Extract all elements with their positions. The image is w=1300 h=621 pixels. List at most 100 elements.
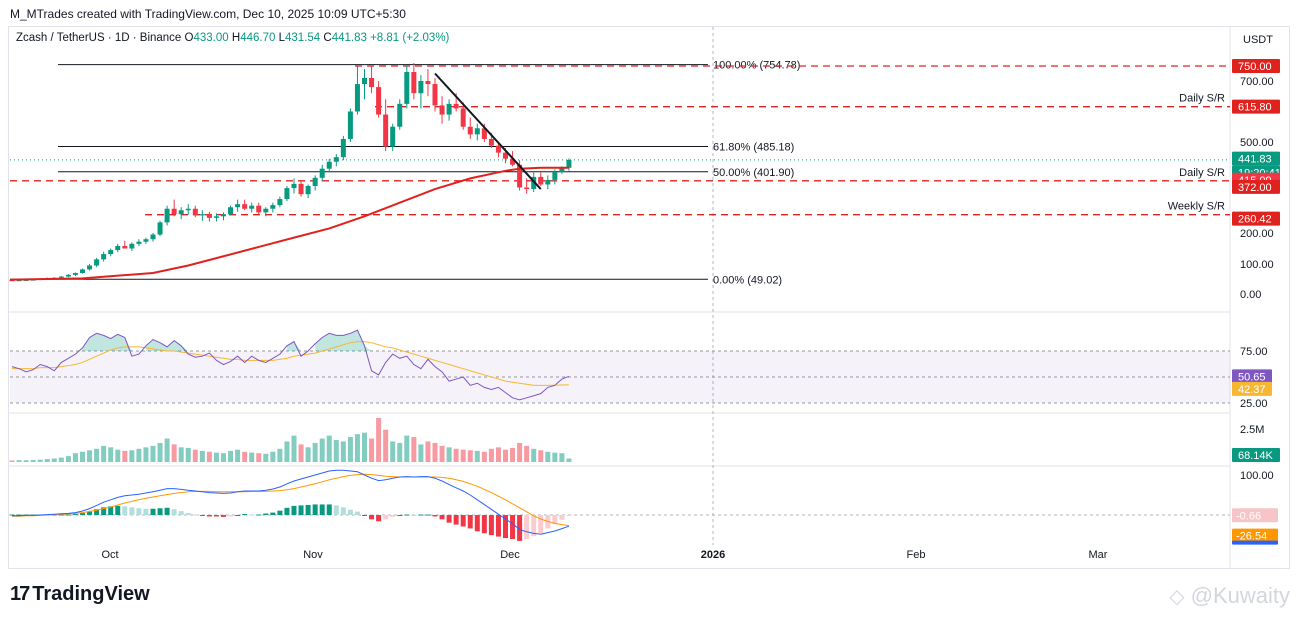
candle-body	[326, 161, 332, 169]
rsi-overbought-fill	[286, 341, 294, 351]
candle-body	[481, 128, 487, 139]
volume-bar	[37, 459, 43, 462]
macd-histogram-bar	[164, 507, 170, 515]
candle-body	[390, 126, 396, 147]
macd-histogram-bar	[136, 508, 142, 515]
candle-body	[235, 204, 241, 208]
macd-histogram-bar	[115, 505, 121, 515]
symbol-name[interactable]: Zcash / TetherUS · 1D · Binance	[16, 32, 182, 44]
candle-body	[270, 205, 276, 209]
macd-histogram-bar	[552, 515, 558, 525]
candle-body	[566, 159, 572, 168]
volume-bar	[122, 450, 128, 462]
volume-bar	[136, 448, 142, 462]
volume-bar	[326, 435, 332, 462]
macd-histogram-bar	[333, 505, 339, 515]
rsi-overbought-fill	[181, 345, 189, 351]
x-tick-label: 2026	[701, 549, 725, 561]
volume-bar	[425, 441, 431, 462]
volume-bar	[305, 447, 311, 462]
macd-histogram-bar	[150, 508, 156, 515]
volume-bar	[545, 451, 551, 462]
volume-bar	[30, 459, 36, 462]
macd-histogram-bar	[101, 507, 107, 515]
candle-body	[354, 84, 360, 112]
macd-histogram-bar	[87, 511, 93, 515]
brand-name: TradingView	[32, 583, 150, 605]
macd-histogram-bar	[404, 514, 410, 516]
volume-bar	[44, 459, 50, 462]
volume-bar	[150, 445, 156, 462]
rsi-overbought-fill	[336, 335, 344, 351]
candle-body	[206, 214, 212, 218]
rsi-tag-label: 50.65	[1238, 371, 1266, 383]
volume-bar	[23, 460, 29, 462]
rsi-overbought-fill	[103, 335, 111, 351]
macd-histogram-bar	[418, 514, 424, 516]
candle-body	[150, 234, 156, 240]
candle-body	[65, 274, 71, 277]
volume-bar	[115, 449, 121, 462]
rsi-overbought-fill	[167, 340, 175, 351]
candle-body	[9, 280, 15, 282]
watermark-text: @Kuwaity	[1190, 583, 1290, 608]
candle-body	[277, 199, 283, 206]
symbol-legend: Zcash / TetherUS · 1D · Binance O433.00 …	[16, 32, 449, 44]
price-axis-tag-label: 372.00	[1238, 182, 1272, 194]
open-label: O	[184, 32, 194, 44]
volume-bar	[418, 444, 424, 462]
volume-bar	[9, 460, 15, 462]
macd-histogram-bar	[319, 504, 325, 515]
currency-label[interactable]: USDT	[1243, 34, 1273, 46]
volume-bar	[495, 447, 501, 462]
candle-body	[411, 72, 417, 94]
volume-bar	[206, 451, 212, 462]
volume-bar	[178, 447, 184, 462]
macd-histogram-bar	[221, 515, 226, 517]
x-tick-label: Mar	[1089, 549, 1108, 561]
sr-level-label: Daily S/R	[1179, 93, 1225, 105]
volume-bar	[157, 442, 163, 462]
volume-bar	[559, 453, 565, 462]
price-axis-tag-label: 260.42	[1238, 214, 1272, 226]
volume-bar	[277, 448, 283, 462]
macd-histogram-bar	[80, 513, 85, 515]
macd-tag-label: -0.66	[1236, 510, 1261, 522]
macd-histogram-bar	[446, 515, 452, 523]
volume-bar	[390, 441, 396, 462]
macd-histogram-bar	[143, 508, 149, 515]
macd-histogram-bar	[376, 515, 382, 522]
candle-body	[157, 222, 163, 235]
candle-body	[23, 279, 29, 281]
candle-body	[192, 208, 198, 216]
volume-bar	[192, 449, 198, 462]
macd-histogram-bar	[566, 515, 572, 516]
macd-histogram-bar	[305, 504, 311, 515]
macd-histogram-bar	[312, 504, 318, 515]
volume-bar	[256, 453, 262, 462]
x-tick-label: Oct	[101, 549, 118, 561]
candle-body	[221, 214, 226, 217]
volume-bar	[185, 447, 191, 462]
tradingview-logo[interactable]: 17 TradingView	[10, 583, 150, 606]
volume-bar	[467, 450, 473, 462]
candle-body	[312, 177, 318, 186]
candle-body	[340, 138, 346, 158]
candle-body	[510, 158, 516, 165]
volume-bar	[333, 440, 339, 462]
volume-bar	[446, 447, 452, 462]
macd-histogram-bar	[291, 505, 297, 515]
candle-body	[369, 78, 375, 88]
macd-histogram-bar	[383, 515, 389, 520]
macd-histogram-bar	[390, 515, 396, 517]
rsi-tag	[1232, 381, 1272, 396]
volume-bar	[143, 447, 149, 462]
macd-histogram-bar	[171, 509, 177, 515]
price-axis-tag	[1232, 211, 1280, 226]
macd-line	[12, 469, 570, 535]
macd-histogram-bar	[495, 515, 501, 537]
macd-histogram-bar	[199, 515, 205, 516]
candle-body	[439, 105, 445, 115]
volume-bar	[221, 453, 226, 462]
